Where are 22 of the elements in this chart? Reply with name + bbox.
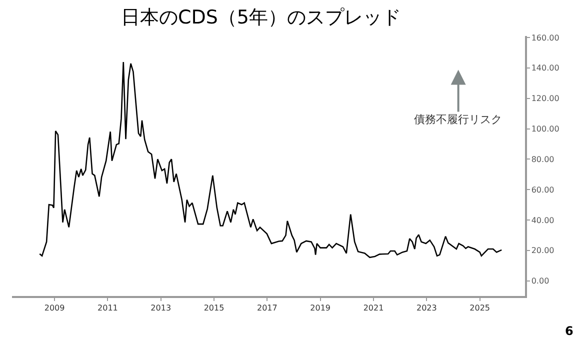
- x-tick-label: 2025: [470, 303, 490, 312]
- y-tick-label: 160.00: [531, 33, 560, 42]
- y-tick-label: 140.00: [531, 64, 560, 73]
- x-tick-label: 2021: [363, 303, 384, 312]
- x-tick-label: 2011: [98, 303, 118, 312]
- line-series: [38, 61, 502, 258]
- y-tick-label: 40.00: [531, 216, 554, 225]
- x-tick-label: 2009: [44, 303, 65, 312]
- y-tick-label: 60.00: [531, 185, 554, 194]
- x-tick-label: 2019: [310, 303, 331, 312]
- y-tick-label: 120.00: [531, 94, 560, 104]
- text: 6: [565, 324, 574, 338]
- y-tick-label: 0.00: [531, 276, 550, 286]
- y-tick-label: 20.00: [531, 246, 554, 256]
- x-tick-label: 2015: [204, 303, 224, 312]
- x-tick-label: 2013: [150, 303, 172, 312]
- annotation: 債務不履行リスク: [414, 113, 502, 126]
- x-tick-label: 2017: [256, 303, 278, 312]
- y-tick-label: 100.00: [531, 124, 560, 134]
- chart-title: 日本のCDS（5年）のスプレッド: [120, 6, 402, 28]
- y-tick-label: 80.00: [531, 154, 554, 164]
- x-tick-label: 2023: [416, 303, 437, 312]
